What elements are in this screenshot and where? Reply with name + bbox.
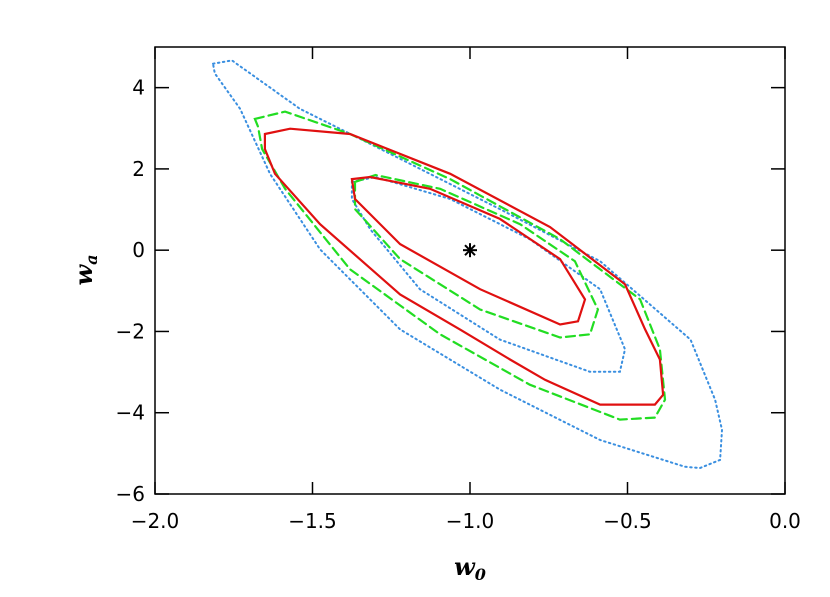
x-axis-label: w0 — [454, 552, 486, 584]
y-tick-label: 0 — [132, 238, 145, 262]
contour-line — [350, 175, 587, 326]
contour-line — [350, 175, 627, 373]
y-tick-label: −2 — [116, 319, 145, 343]
plot-frame — [154, 46, 786, 495]
x-tick-label: −1.0 — [446, 509, 495, 533]
fiducial-marker — [463, 243, 477, 258]
x-tick-label: −0.5 — [603, 509, 652, 533]
y-tick-label: −6 — [116, 482, 145, 506]
contour-line — [211, 59, 724, 470]
x-tick-label: −2.0 — [131, 509, 180, 533]
y-tick-label: −4 — [116, 401, 145, 425]
y-tick-label: 4 — [132, 76, 145, 100]
x-tick-label: −1.5 — [288, 509, 337, 533]
y-axis-label: wa — [69, 254, 101, 285]
x-tick-label: 0.0 — [769, 509, 801, 533]
y-tick-label: 2 — [132, 157, 145, 181]
contour-line — [253, 110, 667, 421]
contour-line — [353, 173, 600, 339]
contour-line — [263, 127, 665, 406]
